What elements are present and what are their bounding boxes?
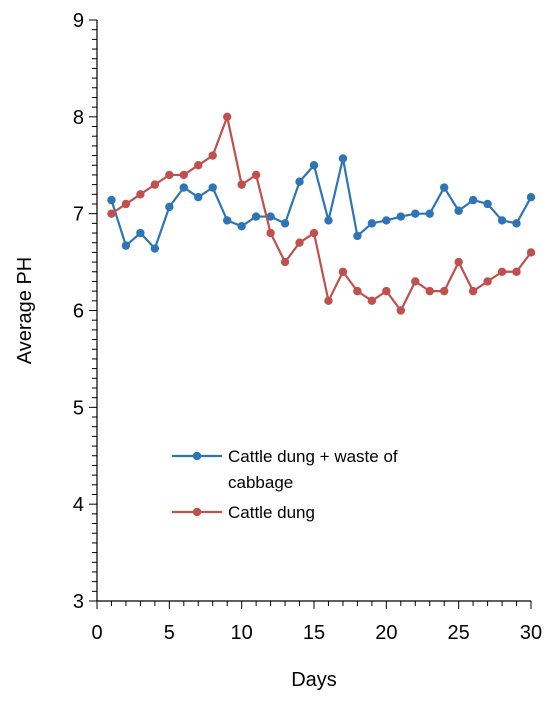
data-point <box>324 296 333 306</box>
series-line <box>110 115 532 312</box>
series-layer <box>107 112 536 315</box>
data-point <box>107 209 116 218</box>
x-axis-title: Days <box>291 669 337 691</box>
data-point <box>266 212 275 221</box>
data-point <box>237 222 246 231</box>
data-point <box>454 206 463 215</box>
data-point <box>237 180 246 189</box>
data-point <box>512 267 521 276</box>
legend: Cattle dung + waste of cabbage Cattle dung <box>172 447 398 522</box>
data-point <box>353 231 362 241</box>
y-tick-label: 4 <box>73 494 84 516</box>
data-point <box>208 183 217 192</box>
data-point <box>280 219 290 228</box>
data-point <box>411 209 420 218</box>
data-point <box>179 183 188 192</box>
data-point <box>440 183 449 192</box>
x-tick-label: 5 <box>164 622 175 644</box>
data-point <box>382 216 391 225</box>
data-point <box>280 257 290 267</box>
data-point <box>425 209 434 218</box>
data-point <box>150 244 160 253</box>
x-tick-label: 25 <box>448 622 470 644</box>
data-point <box>266 228 275 238</box>
tick-labels: 0 5 10 15 20 25 30 3 4 5 6 7 8 9 <box>73 10 542 644</box>
data-point <box>324 216 333 225</box>
data-point <box>251 212 261 221</box>
axis-ticks <box>89 19 532 609</box>
data-point <box>309 228 319 238</box>
data-point <box>440 286 449 296</box>
data-point <box>223 216 232 225</box>
legend-item: Cattle dung <box>172 503 315 522</box>
data-point <box>353 286 362 296</box>
data-point <box>295 238 304 247</box>
data-point <box>208 151 217 160</box>
data-point <box>338 267 348 276</box>
x-tick-label: 30 <box>520 622 542 644</box>
data-point <box>179 170 188 180</box>
data-point <box>367 296 377 306</box>
legend-label: cabbage <box>228 473 293 492</box>
legend-marker <box>192 451 202 461</box>
legend-marker <box>192 507 202 517</box>
data-point <box>497 216 507 225</box>
data-point <box>121 199 131 209</box>
data-point <box>512 219 521 228</box>
data-point <box>251 170 261 180</box>
data-point <box>338 154 348 163</box>
series-line <box>110 157 532 250</box>
data-point <box>165 202 174 212</box>
data-point <box>468 286 478 296</box>
data-point <box>411 277 420 286</box>
data-point <box>150 180 160 189</box>
legend-label: Cattle dung <box>228 503 315 522</box>
y-axis-title: Average PH <box>14 257 36 364</box>
data-point <box>136 228 145 238</box>
y-tick-label: 6 <box>73 301 84 323</box>
data-point <box>468 195 478 205</box>
data-point <box>454 257 463 267</box>
data-point <box>194 193 203 202</box>
data-point <box>223 112 232 122</box>
data-point <box>382 286 391 296</box>
x-tick-label: 10 <box>231 622 253 644</box>
x-tick-label: 15 <box>303 622 325 644</box>
data-point <box>121 241 131 250</box>
y-tick-label: 7 <box>73 204 84 226</box>
y-tick-label: 8 <box>73 107 84 129</box>
data-point <box>526 248 536 257</box>
y-tick-label: 3 <box>73 591 84 613</box>
data-point <box>367 219 377 228</box>
data-point <box>483 199 492 209</box>
data-point <box>194 161 203 170</box>
data-point <box>497 267 507 276</box>
data-point <box>396 306 405 315</box>
data-point <box>136 190 145 199</box>
x-tick-label: 20 <box>375 622 397 644</box>
series-2 <box>107 112 536 315</box>
data-point <box>165 170 174 180</box>
data-point <box>483 277 492 286</box>
x-tick-label: 0 <box>91 622 102 644</box>
series-1 <box>107 154 536 253</box>
y-tick-label: 5 <box>73 397 84 419</box>
data-point <box>425 286 434 296</box>
data-point <box>526 193 536 202</box>
data-point <box>396 212 405 221</box>
legend-label: Cattle dung + waste of <box>228 447 398 466</box>
data-point <box>295 177 304 186</box>
data-point <box>309 161 319 170</box>
data-point <box>107 195 116 205</box>
y-tick-label: 9 <box>73 10 84 32</box>
legend-item: Cattle dung + waste of cabbage <box>172 447 398 492</box>
